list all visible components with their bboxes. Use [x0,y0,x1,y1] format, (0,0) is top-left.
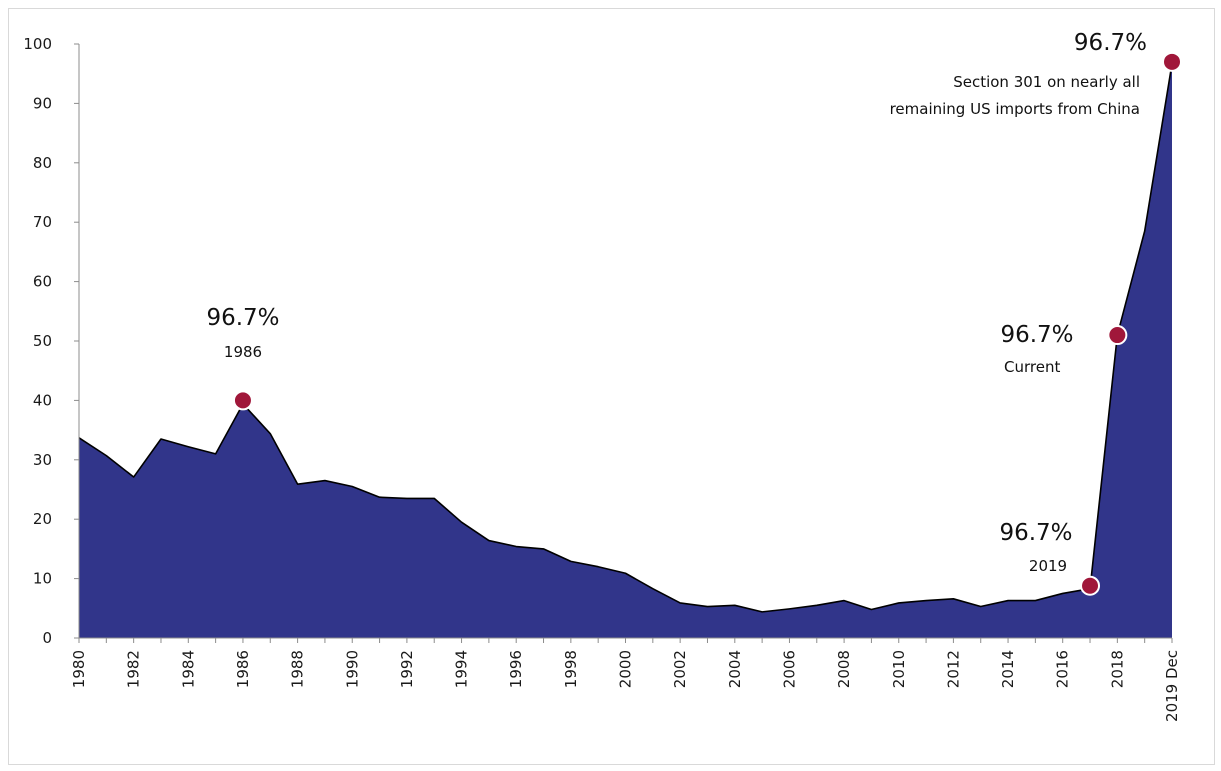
y-tick-label: 60 [33,273,52,291]
x-tick-label: 2014 [999,650,1017,688]
y-tick-label: 30 [33,451,52,469]
x-tick-label: 1980 [70,650,88,688]
y-tick-label: 100 [23,35,52,53]
highlight-marker [1107,325,1128,346]
annotation-2019-value: 96.7% [999,520,1072,546]
y-tick-label: 70 [33,213,52,231]
x-tick-label: 2006 [780,650,798,688]
annotation-current-label: Current [1004,358,1060,376]
annotation-1986-label: 1986 [224,343,262,361]
x-tick-label: 1982 [125,650,143,688]
x-tick-label: 1992 [398,650,416,688]
highlight-marker [1080,575,1101,596]
axis-layer: 0 10 20 30 40 50 60 70 80 90 100 1980 1982 1984 1986 19… [23,35,1181,722]
annotation-1986-value: 96.7% [206,305,279,331]
annotation-current-value: 96.7% [1000,322,1073,348]
chart-frame [8,8,1215,765]
series-line [78,63,1173,613]
annotation-dec-note-line2: remaining US imports from China [890,100,1140,118]
x-tick-label: 2002 [671,650,689,688]
y-tick-label: 10 [33,570,52,588]
x-tick-label: 2018 [1108,650,1126,688]
y-tick-label: 40 [33,391,52,409]
y-tick-label: 0 [42,629,52,647]
y-tick-label: 80 [33,154,52,172]
x-tick-label: 1996 [507,650,525,688]
x-tick-label: 2004 [726,650,744,688]
annotation-dec-value: 96.7% [1074,30,1147,56]
annotation-dec-note-line1: Section 301 on nearly all [953,73,1140,91]
marker-layer [232,51,1182,596]
x-tick-label: 1994 [453,650,471,688]
x-tick-label: 2012 [944,650,962,688]
x-tick-label: 1986 [234,650,252,688]
area-layer [78,63,1173,639]
x-tick-label: 2016 [1054,650,1072,688]
x-tick-label: 1988 [289,650,307,688]
highlight-marker [1162,51,1182,72]
highlight-marker [232,390,253,411]
x-tick-label: 1990 [343,650,361,688]
x-tick-label: 2000 [617,650,635,688]
y-tick-label: 90 [33,94,52,112]
y-tick-label: 50 [33,332,52,350]
annotation-2019-label: 2019 [1029,557,1067,575]
x-tick-label: 2008 [835,650,853,688]
x-tick-label: 2010 [890,650,908,688]
x-tick-label: 2019 Dec [1163,650,1181,722]
x-tick-label: 1998 [562,650,580,688]
x-tick-label: 1984 [179,650,197,688]
y-tick-label: 20 [33,510,52,528]
series-area [79,63,1172,639]
